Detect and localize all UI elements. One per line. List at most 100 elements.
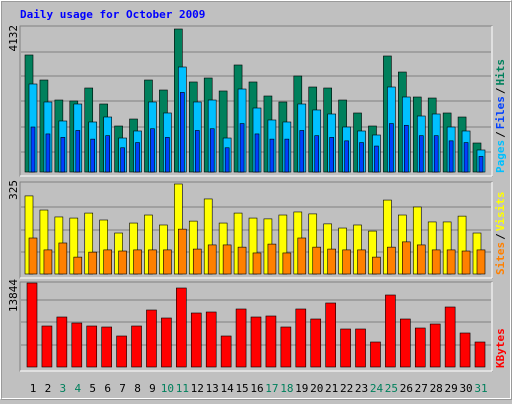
bar xyxy=(327,248,336,275)
chart-title: Daily usage for October 2009 xyxy=(20,8,205,21)
bar xyxy=(88,251,98,275)
bar xyxy=(75,130,81,173)
x-tick-label: 31 xyxy=(474,382,487,395)
bar xyxy=(372,256,381,275)
bar xyxy=(474,341,486,368)
bar xyxy=(116,335,127,368)
bar xyxy=(180,92,185,173)
bar xyxy=(297,237,307,275)
y-tick-label: 325 xyxy=(7,180,20,200)
bar xyxy=(295,308,307,368)
x-tick-label: 28 xyxy=(430,382,443,395)
y-tick-label: 4132 xyxy=(7,25,20,52)
bar xyxy=(131,325,142,368)
bar xyxy=(476,249,486,275)
x-tick-label: 3 xyxy=(60,382,67,395)
bar xyxy=(73,256,83,275)
bar xyxy=(165,137,170,173)
bar xyxy=(103,249,112,275)
legend-entry: Files xyxy=(494,96,507,129)
x-tick-label: 8 xyxy=(134,382,141,395)
bar xyxy=(237,246,247,275)
bar xyxy=(235,308,247,368)
bar xyxy=(433,135,439,173)
x-tick-label: 20 xyxy=(310,382,323,395)
bar xyxy=(329,137,334,173)
x-tick-label: 11 xyxy=(176,382,189,395)
bar xyxy=(312,246,322,275)
legend-entry: Hits xyxy=(494,59,507,86)
bar xyxy=(239,123,245,173)
x-tick-label: 7 xyxy=(119,382,126,395)
x-tick-label: 6 xyxy=(104,382,111,395)
bar xyxy=(416,244,426,275)
bar xyxy=(222,244,232,275)
bar xyxy=(387,246,396,275)
bar xyxy=(205,311,217,368)
bar xyxy=(374,145,379,173)
x-tick-label: 5 xyxy=(89,382,96,395)
bar xyxy=(71,322,83,368)
bar xyxy=(282,252,292,275)
x-tick-label: 24 xyxy=(370,382,384,395)
bar xyxy=(448,140,454,173)
legend-separator: / xyxy=(494,233,507,240)
bar xyxy=(163,249,172,275)
x-tick-label: 26 xyxy=(400,382,413,395)
bar xyxy=(478,156,484,173)
bar xyxy=(192,248,202,275)
bar xyxy=(178,228,187,275)
bar xyxy=(299,130,305,173)
bar xyxy=(359,142,364,173)
x-tick-label: 17 xyxy=(265,382,278,395)
bar xyxy=(30,126,36,173)
bar xyxy=(120,147,125,173)
bar xyxy=(43,249,53,275)
bar xyxy=(176,287,187,368)
x-tick-label: 12 xyxy=(191,382,204,395)
legend-separator: / xyxy=(494,131,507,138)
x-tick-label: 29 xyxy=(445,382,458,395)
legend-entry: KBytes xyxy=(494,328,507,368)
bar xyxy=(190,312,202,368)
bar xyxy=(28,237,38,275)
x-tick-label: 4 xyxy=(74,382,81,395)
bar xyxy=(431,249,441,275)
bar xyxy=(209,128,215,173)
legend-separator: / xyxy=(494,87,507,94)
bar xyxy=(340,328,351,368)
bar xyxy=(414,327,426,368)
bar xyxy=(224,147,230,173)
bar xyxy=(355,328,366,368)
bar xyxy=(41,325,53,368)
x-tick-label: 21 xyxy=(325,382,338,395)
bar xyxy=(265,315,277,368)
bar xyxy=(280,326,292,368)
bar xyxy=(284,138,290,173)
bar xyxy=(60,137,66,173)
bar xyxy=(267,243,277,275)
bar xyxy=(342,249,351,275)
legend: KBytes xyxy=(494,328,507,368)
bar xyxy=(101,326,112,368)
x-tick-label: 14 xyxy=(221,382,235,395)
bar xyxy=(325,302,336,368)
bar xyxy=(254,133,260,173)
bar xyxy=(105,135,110,173)
bar xyxy=(385,294,396,368)
bar xyxy=(250,316,262,368)
bar xyxy=(86,325,98,368)
x-tick-label: 25 xyxy=(385,382,398,395)
bar xyxy=(161,317,172,368)
bar xyxy=(220,335,232,368)
bar xyxy=(207,244,217,275)
legend: Sites /Visits xyxy=(494,192,507,276)
bar xyxy=(357,249,366,275)
bar xyxy=(269,138,275,173)
x-tick-label: 10 xyxy=(161,382,174,395)
bar xyxy=(150,128,155,173)
x-tick-label: 9 xyxy=(149,382,156,395)
x-tick-label: 30 xyxy=(459,382,472,395)
bar xyxy=(90,138,96,173)
